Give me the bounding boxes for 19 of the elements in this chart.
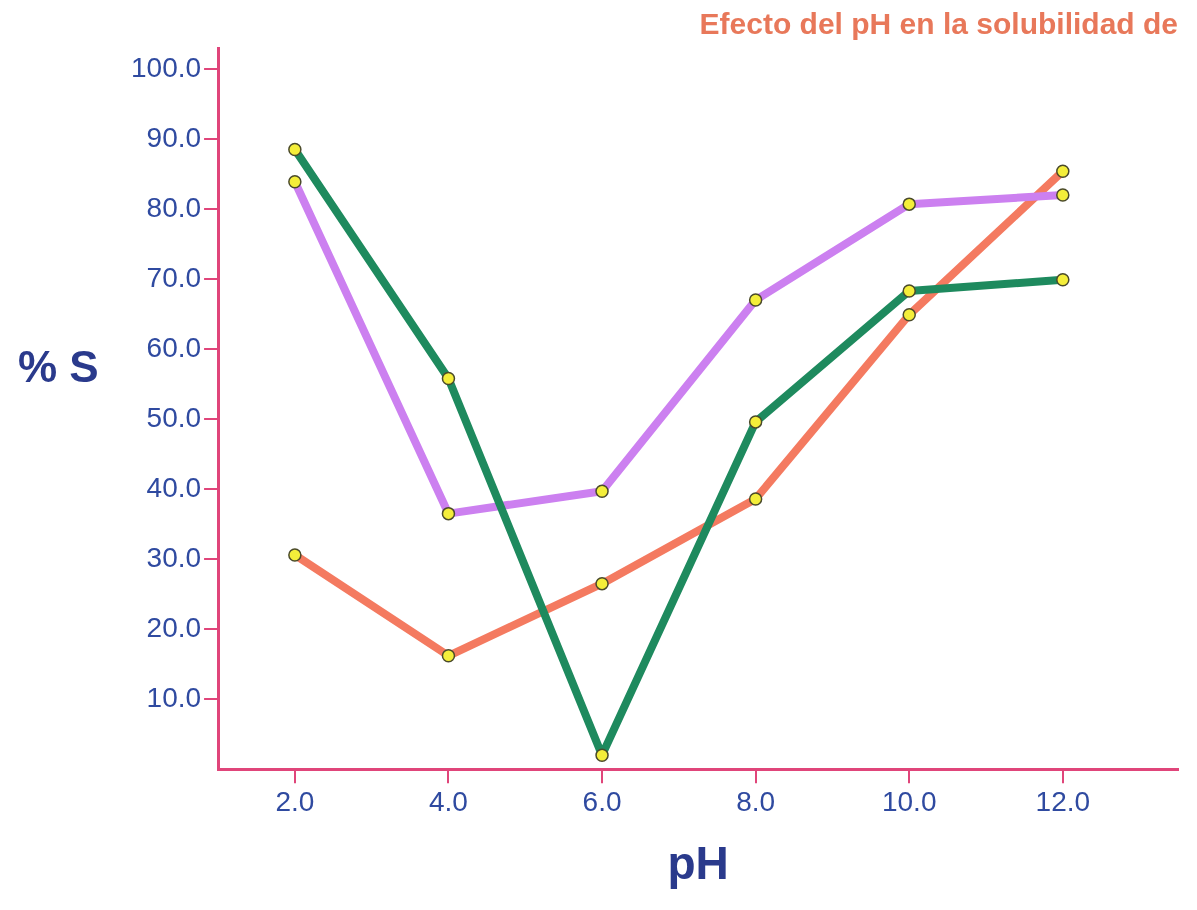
y-tick-label: 100.0 [130, 51, 202, 83]
x-tick-label: 12.0 [1035, 785, 1091, 817]
chart-title: Efecto del pH en la solubilidad de [699, 7, 1178, 41]
y-tick-label: 30.0 [146, 541, 202, 573]
y-tick-label: 10.0 [146, 681, 202, 713]
x-tick-label: 6.0 [582, 785, 622, 817]
y-tick-label: 50.0 [146, 401, 202, 433]
y-axis-title: % S [18, 342, 99, 392]
x-tick-label: 4.0 [428, 785, 468, 817]
x-tick-label: 10.0 [881, 785, 937, 817]
x-tick-label: 2.0 [275, 785, 315, 817]
x-axis-title: pH [667, 837, 729, 890]
y-tick-label: 60.0 [146, 331, 202, 363]
x-tick-label: 8.0 [736, 785, 776, 817]
y-tick-label: 20.0 [146, 611, 202, 643]
y-tick-label: 80.0 [146, 191, 202, 223]
y-tick-label: 70.0 [146, 261, 202, 293]
y-tick-label: 40.0 [146, 471, 202, 503]
y-tick-label: 90.0 [146, 121, 202, 153]
